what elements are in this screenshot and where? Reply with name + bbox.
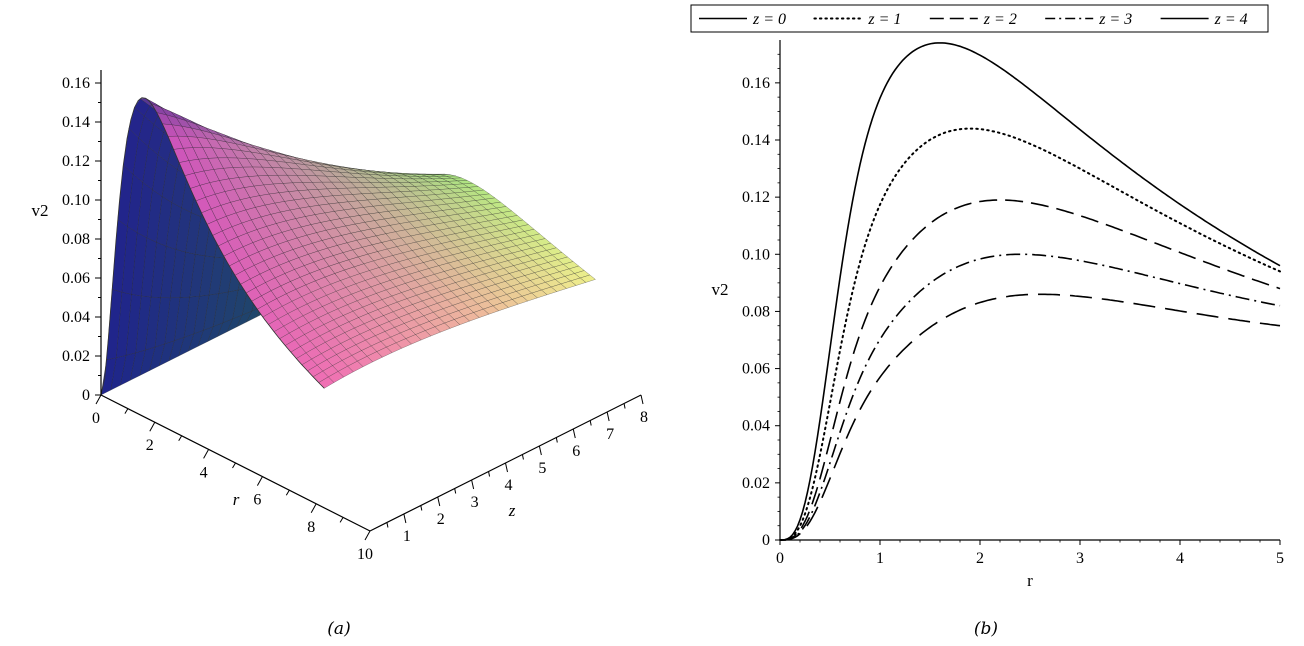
- x-axis-label: r: [1027, 571, 1033, 590]
- r-axis-ticks: 0 2 4 6 8 10: [92, 394, 373, 563]
- x-tick-label: 4: [1176, 550, 1184, 567]
- r-tick-label: 0: [92, 410, 100, 427]
- z-axis-label: z: [508, 501, 516, 520]
- legend-label-3: z = 3: [1098, 11, 1132, 28]
- x-axis-ticks: 0 1 2 3 4 5: [776, 540, 1284, 567]
- z-tick-mark: [640, 394, 644, 405]
- surface-edge-z0: [100, 97, 325, 396]
- r-minor-tick: [232, 462, 236, 469]
- series-line-0: [780, 42, 1281, 541]
- y-tick-label: 0.08: [742, 303, 770, 320]
- caption-b: (b): [974, 619, 998, 639]
- x-tick-label: 3: [1076, 550, 1084, 567]
- z-minor-tick: [555, 437, 558, 443]
- y-tick-label: 0.16: [742, 75, 770, 92]
- legend-label-1: z = 1: [867, 11, 901, 28]
- z-minor-tick: [488, 471, 491, 477]
- y-tick-label: 0.04: [742, 418, 770, 435]
- z-tick-label: 4: [505, 477, 513, 494]
- y-tick-label: 0.12: [742, 189, 770, 206]
- z-tick-label: 3: [471, 494, 479, 511]
- v2-tick-label: 0: [82, 387, 90, 404]
- r-tick-mark: [310, 503, 317, 514]
- y-tick-label: 0.14: [742, 132, 770, 149]
- z-minor-tick: [589, 420, 592, 426]
- r-tick-mark: [256, 476, 263, 486]
- z-tick-mark: [505, 462, 508, 473]
- v2-tick-label: 0.12: [62, 153, 90, 170]
- z-tick-label: 6: [572, 443, 580, 460]
- v2-tick-label: 0.16: [62, 75, 90, 92]
- series-line-4: [780, 293, 1281, 541]
- z-tick-label: 2: [437, 511, 445, 528]
- panel-b-line-chart: 0 0.02 0.04 0.06 0.08 0.10 0.12 0.14 0.16 0 1 2 3 4 5…: [690, 4, 1284, 639]
- y-axis-ticks: 0 0.02 0.04 0.06 0.08 0.10 0.12 0.14 0.16: [742, 53, 780, 549]
- z-tick-label: 8: [640, 409, 648, 426]
- y-axis-label: v2: [712, 280, 729, 299]
- z-minor-tick: [386, 522, 389, 528]
- r-tick-mark: [149, 421, 156, 432]
- surface-grid-lines: [100, 97, 325, 396]
- v2-tick-label: 0.06: [62, 270, 90, 287]
- legend-label-4: z = 4: [1214, 11, 1248, 28]
- v2-axis-label: v2: [32, 201, 49, 220]
- z-tick-mark: [471, 479, 475, 490]
- surface-mesh: [100, 98, 596, 396]
- series-line-1: [779, 127, 1281, 541]
- r-minor-tick: [124, 408, 129, 414]
- z-minor-tick: [623, 403, 626, 409]
- z-tick-label: 1: [403, 528, 411, 545]
- v2-tick-label: 0.10: [62, 192, 90, 209]
- z-axis-ticks: 1 2 3 4 5 6 7 8: [386, 394, 648, 545]
- series-line-2: [780, 199, 1281, 541]
- series-lines: [779, 42, 1281, 541]
- r-minor-tick: [285, 489, 290, 496]
- legend: z = 0 z = 1 z = 2 z = 3 z = 4: [690, 4, 1269, 33]
- r-tick-mark: [95, 394, 102, 405]
- v2-tick-label: 0.02: [62, 348, 90, 365]
- z-tick-mark: [403, 513, 407, 524]
- z-minor-tick: [521, 454, 524, 460]
- r-minor-tick: [178, 435, 183, 442]
- z-minor-tick: [454, 488, 457, 494]
- y-tick-label: 0.10: [742, 246, 770, 263]
- x-tick-label: 2: [976, 550, 984, 567]
- r-tick-mark: [203, 449, 210, 459]
- legend-label-2: z = 2: [983, 11, 1017, 28]
- z-tick-mark: [572, 428, 576, 439]
- v2-tick-label: 0.14: [62, 114, 90, 131]
- r-axis-label: r: [233, 490, 240, 509]
- legend-label-0: z = 0: [752, 11, 786, 28]
- x-tick-label: 5: [1276, 550, 1284, 567]
- v2-tick-label: 0.08: [62, 231, 90, 248]
- r-tick-label: 4: [200, 464, 208, 481]
- r-tick-label: 2: [146, 437, 154, 454]
- z-tick-label: 7: [606, 426, 614, 443]
- y-tick-label: 0.06: [742, 361, 770, 378]
- z-tick-label: 5: [538, 460, 546, 477]
- r-tick-label: 10: [357, 546, 373, 563]
- v2-tick-label: 0.04: [62, 309, 90, 326]
- r-tick-mark: [364, 530, 371, 541]
- r-tick-label: 6: [253, 492, 261, 509]
- z-minor-tick: [420, 505, 423, 511]
- z-tick-mark: [606, 411, 610, 422]
- series-line-3: [780, 253, 1281, 541]
- x-tick-label: 0: [776, 550, 784, 567]
- caption-a: (a): [327, 619, 350, 639]
- y-tick-label: 0: [762, 532, 770, 549]
- y-tick-label: 0.02: [742, 475, 770, 492]
- z-tick-mark: [437, 496, 441, 507]
- r-tick-label: 8: [307, 519, 315, 536]
- z-tick-mark: [538, 445, 542, 456]
- r-minor-tick: [339, 517, 344, 523]
- panel-a-surface-plot: 0 0.02 0.04 0.06 0.08 0.10 0.12 0.14 0.16 v2 0 2 4…: [32, 70, 648, 639]
- x-tick-label: 1: [876, 550, 884, 567]
- v2-axis-ticks: 0 0.02 0.04 0.06 0.08 0.10 0.12 0.14 0.16: [62, 75, 101, 404]
